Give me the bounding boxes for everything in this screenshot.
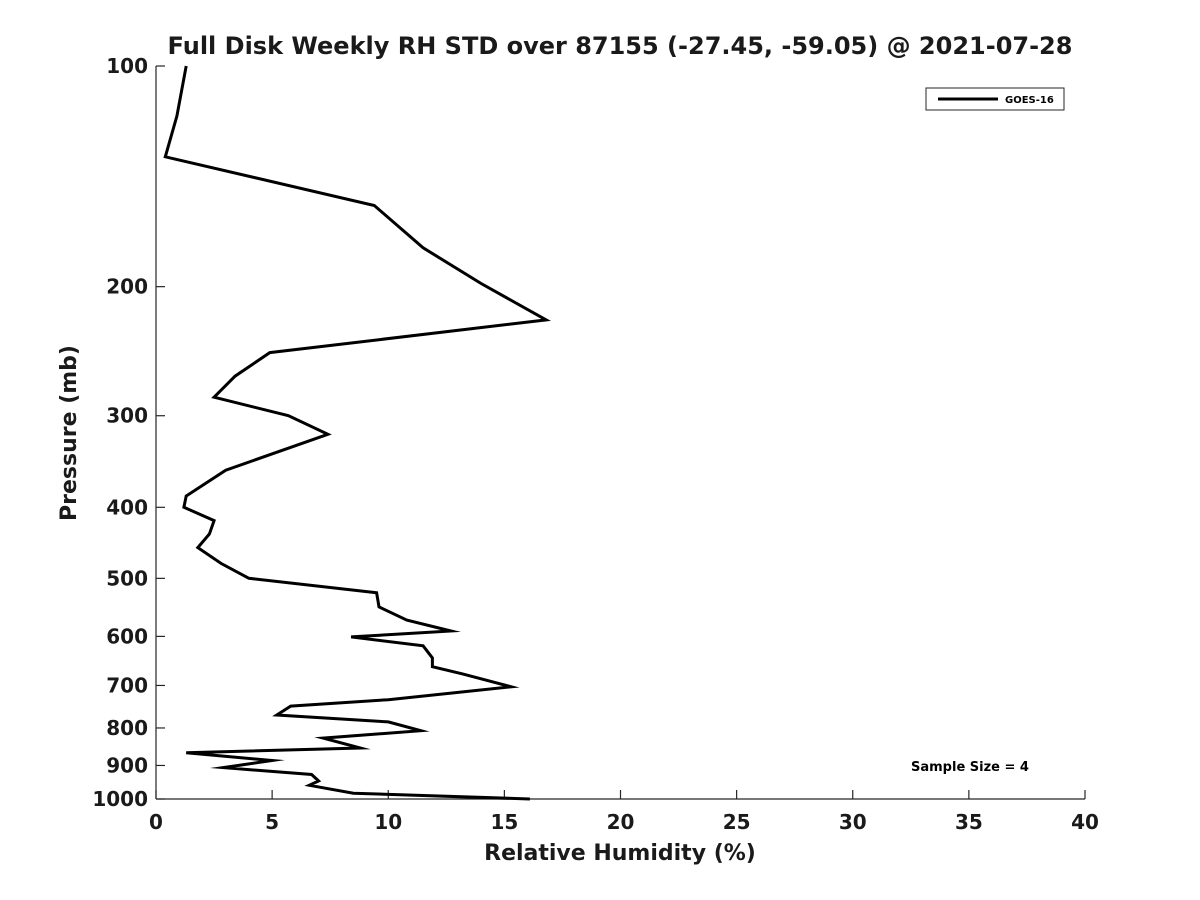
legend-label-goes-16: GOES-16 <box>1005 95 1054 106</box>
y-tick-label: 100 <box>106 54 148 78</box>
x-tick-label: 5 <box>265 810 279 834</box>
y-tick-label: 500 <box>106 566 148 590</box>
legend: GOES-16 <box>925 87 1065 111</box>
y-tick-label: 800 <box>106 716 148 740</box>
x-tick-label: 25 <box>723 810 751 834</box>
y-tick-label: 1000 <box>92 787 148 811</box>
y-axis-label: Pressure (mb) <box>57 345 82 521</box>
x-tick-label: 30 <box>839 810 867 834</box>
sample-size-annotation: Sample Size = 4 <box>911 760 1029 775</box>
y-tick-label: 300 <box>106 404 148 428</box>
y-tick-label: 400 <box>106 495 148 519</box>
x-axis-label: Relative Humidity (%) <box>484 841 756 866</box>
y-tick-label: 700 <box>106 673 148 697</box>
y-tick-label: 200 <box>106 275 148 299</box>
y-tick-label: 900 <box>106 753 148 777</box>
x-tick-label: 15 <box>490 810 518 834</box>
series-line-goes-16 <box>163 65 551 801</box>
y-axis-ticks: 100 200 300 400 500 600 700 800 900 1000 <box>92 54 165 811</box>
x-tick-label: 40 <box>1071 810 1099 834</box>
plot-axes <box>155 66 1085 800</box>
x-tick-label: 20 <box>607 810 635 834</box>
x-axis-ticks: 0 5 10 15 20 25 30 35 40 <box>149 790 1099 834</box>
x-tick-label: 0 <box>149 810 163 834</box>
y-tick-label: 600 <box>106 624 148 648</box>
x-tick-label: 35 <box>955 810 983 834</box>
series-layer <box>163 65 551 801</box>
chart-title: Full Disk Weekly RH STD over 87155 (-27.… <box>168 32 1073 60</box>
x-tick-label: 10 <box>374 810 402 834</box>
